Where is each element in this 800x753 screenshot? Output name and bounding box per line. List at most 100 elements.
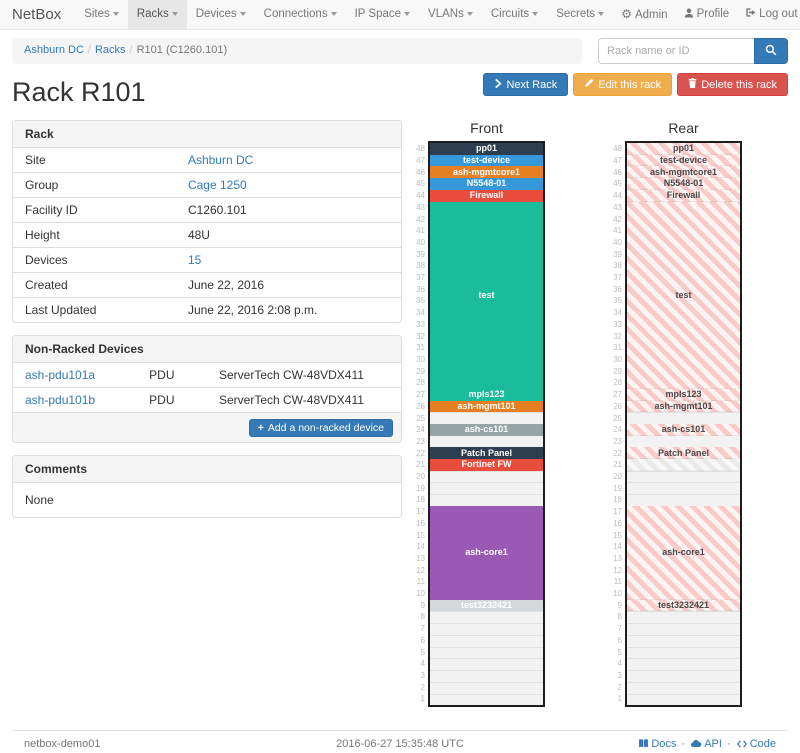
device-firewall[interactable]: Firewall bbox=[430, 189, 543, 202]
unit-number: 47 bbox=[416, 156, 425, 166]
unit-number: 8 bbox=[420, 612, 425, 622]
device-n5548-01[interactable]: N5548-01 bbox=[430, 178, 543, 190]
front-rack: pp01 test-device ash-mgmtcore1 N5548-01 Fire… bbox=[428, 141, 545, 707]
nav-item-secrets[interactable]: Secrets bbox=[547, 0, 613, 29]
breadcrumb-separator: / bbox=[87, 44, 91, 56]
non-racked-footer: + Add a non-racked device bbox=[13, 412, 401, 442]
search-button[interactable] bbox=[754, 38, 788, 64]
device-ash-mgmt101[interactable]: ash-mgmt101 bbox=[627, 400, 740, 413]
non-racked-title: Non-Racked Devices bbox=[13, 336, 401, 363]
device-name-link[interactable]: ash-pdu101b bbox=[25, 393, 96, 407]
nav-item-devices[interactable]: Devices bbox=[187, 0, 255, 29]
device-pp01[interactable]: pp01 bbox=[430, 143, 543, 155]
device-name-link[interactable]: ash-pdu101a bbox=[25, 368, 96, 382]
nav-item-profile[interactable]: Profile bbox=[676, 0, 738, 29]
device-test[interactable]: test bbox=[627, 201, 740, 389]
nav-item-admin[interactable]: ⚙ Admin bbox=[621, 7, 668, 21]
device-model-cell: ServerTech CW-48VDX411 bbox=[218, 368, 364, 382]
attribute-label: Facility ID bbox=[13, 197, 176, 223]
chevron-down-icon bbox=[330, 11, 337, 16]
device-fortinet-fw[interactable]: Fortinet FW bbox=[430, 459, 543, 471]
attribute-value-link[interactable]: Ashburn DC bbox=[187, 153, 254, 167]
next-rack-button[interactable]: Next Rack bbox=[483, 73, 569, 96]
device-test-device[interactable]: test-device bbox=[627, 154, 740, 167]
attribute-value-link[interactable]: Cage 1250 bbox=[187, 178, 247, 192]
empty-unit bbox=[627, 693, 740, 706]
breadcrumb-site[interactable]: Ashburn DC bbox=[24, 44, 84, 56]
device-ash-cs101[interactable]: ash-cs101 bbox=[430, 424, 543, 436]
unit-number: 22 bbox=[416, 448, 425, 458]
nav-item-racks[interactable]: Racks bbox=[127, 0, 187, 29]
footer-timestamp: 2016-06-27 15:35:48 UTC bbox=[336, 738, 464, 750]
nav-item-connections[interactable]: Connections bbox=[255, 0, 346, 29]
edit-rack-button[interactable]: Edit this rack bbox=[573, 73, 673, 96]
empty-unit bbox=[430, 693, 543, 706]
nav-item-vlans[interactable]: VLANs bbox=[419, 0, 482, 29]
device-test[interactable]: test bbox=[430, 201, 543, 389]
unit-number: 41 bbox=[613, 226, 622, 236]
brand-logo[interactable]: NetBox bbox=[12, 6, 62, 23]
attribute-row: Height 48U bbox=[13, 222, 401, 248]
device-patch-panel[interactable]: Patch Panel bbox=[627, 447, 740, 460]
footer-links: Docs · API · Code bbox=[525, 738, 776, 752]
attribute-value: June 22, 2016 2:08 p.m. bbox=[175, 297, 401, 322]
unit-number: 32 bbox=[613, 331, 622, 341]
nav-item-log-out[interactable]: Log out bbox=[737, 0, 800, 29]
front-elevation: Front 48 47 46 45 44 43 42 41 40 39 38 37 36 35 34 33 32… bbox=[412, 120, 545, 707]
device-mpls123[interactable]: mpls123 bbox=[430, 388, 543, 401]
nav-item-ip-space[interactable]: IP Space bbox=[346, 0, 419, 29]
unit-number: 7 bbox=[420, 624, 425, 634]
attribute-value-link[interactable]: 15 bbox=[187, 253, 202, 267]
device-test3232421[interactable]: test3232421 bbox=[627, 599, 740, 612]
add-non-racked-device-button[interactable]: + Add a non-racked device bbox=[248, 419, 393, 437]
unit-number: 8 bbox=[617, 612, 622, 622]
device-mpls123[interactable]: mpls123 bbox=[627, 388, 740, 401]
unit-number: 19 bbox=[416, 483, 425, 493]
unit-number: 3 bbox=[617, 670, 622, 680]
device-n5548-01[interactable]: N5548-01 bbox=[627, 178, 740, 190]
unit-number: 17 bbox=[416, 507, 425, 517]
chevron-down-icon bbox=[171, 11, 178, 16]
unit-number: 17 bbox=[613, 507, 622, 517]
device-ash-mgmtcore1[interactable]: ash-mgmtcore1 bbox=[430, 166, 543, 179]
unit-number: 26 bbox=[416, 401, 425, 411]
breadcrumb-racks[interactable]: Racks bbox=[94, 44, 126, 56]
empty-unit bbox=[627, 670, 740, 682]
device-test3232421[interactable]: test3232421 bbox=[430, 599, 543, 612]
device-ash-mgmt101[interactable]: ash-mgmt101 bbox=[430, 400, 543, 413]
device-test-device[interactable]: test-device bbox=[430, 154, 543, 167]
unit-number: 34 bbox=[613, 308, 622, 318]
rack-search-input[interactable] bbox=[598, 38, 754, 64]
unit-number: 27 bbox=[613, 390, 622, 400]
empty-unit bbox=[430, 634, 543, 647]
unit-number: 27 bbox=[416, 390, 425, 400]
unit-number: 10 bbox=[613, 589, 622, 599]
delete-rack-button[interactable]: Delete this rack bbox=[677, 73, 788, 96]
device-pp01[interactable]: pp01 bbox=[627, 143, 740, 155]
unit-number: 39 bbox=[613, 249, 622, 259]
device-ash-cs101[interactable]: ash-cs101 bbox=[627, 424, 740, 436]
device-ash-mgmtcore1[interactable]: ash-mgmtcore1 bbox=[627, 166, 740, 179]
empty-unit bbox=[627, 482, 740, 495]
attribute-row: Site Ashburn DC bbox=[13, 148, 401, 173]
unit-number: 30 bbox=[613, 355, 622, 364]
breadcrumb-separator: / bbox=[129, 44, 133, 56]
device-firewall[interactable]: Firewall bbox=[627, 189, 740, 202]
nav-item-sites[interactable]: Sites bbox=[75, 0, 128, 29]
unit-number: 23 bbox=[613, 436, 622, 446]
unit-number: 40 bbox=[613, 237, 622, 247]
device-role-cell: PDU bbox=[149, 368, 175, 382]
footer-link-docs[interactable]: Docs bbox=[638, 738, 676, 750]
unit-number: 31 bbox=[416, 343, 425, 353]
footer-link-code[interactable]: Code bbox=[736, 738, 776, 750]
comments-panel: Comments None bbox=[12, 455, 402, 518]
device-ash-core1[interactable]: ash-core1 bbox=[627, 505, 740, 600]
attribute-label: Last Updated bbox=[13, 297, 176, 322]
nav-item-circuits[interactable]: Circuits bbox=[482, 0, 547, 29]
device-ash-core1[interactable]: ash-core1 bbox=[430, 505, 543, 600]
footer-link-api[interactable]: API bbox=[690, 738, 722, 750]
device-patch-panel[interactable]: Patch Panel bbox=[430, 447, 543, 460]
unit-number: 38 bbox=[613, 261, 622, 271]
empty-unit bbox=[430, 670, 543, 682]
unit-number: 47 bbox=[613, 156, 622, 166]
